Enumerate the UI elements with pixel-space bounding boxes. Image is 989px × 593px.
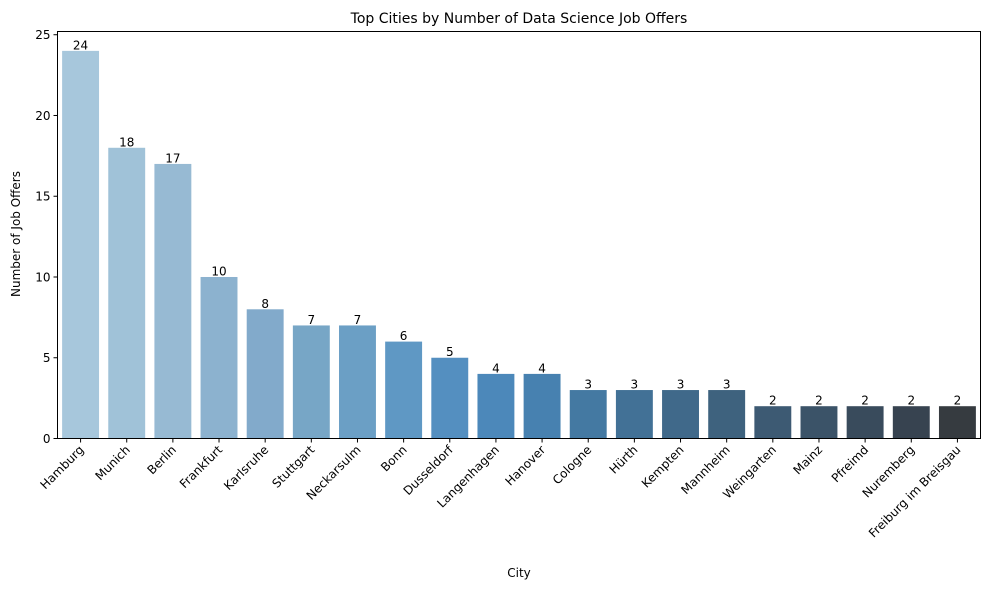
bar [292, 325, 330, 439]
bar-value-label: 3 [677, 378, 685, 392]
x-tick-label: Munich [92, 443, 132, 483]
bar-value-label: 6 [400, 329, 408, 343]
bar-value-label: 2 [954, 394, 962, 408]
bar [523, 373, 561, 439]
bar [708, 390, 746, 439]
bar [846, 406, 884, 439]
bar [662, 390, 699, 439]
bar [62, 50, 100, 439]
bar-value-label: 5 [446, 345, 454, 359]
y-tick-label: 25 [35, 28, 50, 42]
bar [154, 163, 192, 439]
bar [477, 373, 515, 439]
y-tick-label: 10 [35, 270, 50, 284]
bar [108, 147, 146, 439]
x-tick-label: Kempten [639, 443, 687, 491]
bar [569, 390, 607, 439]
chart-title: Top Cities by Number of Data Science Job… [350, 11, 688, 27]
x-tick-label: Hamburg [37, 443, 86, 492]
bar [200, 276, 238, 439]
x-axis-label: City [507, 566, 531, 580]
y-tick-label: 15 [35, 190, 50, 204]
bar-value-label: 2 [861, 394, 869, 408]
y-tick-label: 5 [43, 351, 51, 365]
x-tick-label: Frankfurt [177, 443, 226, 492]
bar [754, 406, 792, 439]
bar [938, 406, 976, 439]
bar-value-label: 2 [907, 394, 915, 408]
bar-value-label: 3 [584, 378, 592, 392]
bar [385, 341, 423, 439]
x-tick-label: Bonn [378, 443, 410, 475]
bar-value-label: 4 [492, 361, 500, 375]
y-tick-label: 20 [35, 109, 50, 123]
x-tick-label: Hürth [607, 443, 641, 477]
bar [800, 406, 838, 439]
bar [892, 406, 930, 439]
x-tick-label: Mainz [790, 443, 825, 478]
y-axis-label: Number of Job Offers [9, 171, 23, 297]
x-tick-label: Pfreimd [829, 443, 872, 486]
bar-value-label: 10 [211, 264, 226, 278]
x-tick-label: Stuttgart [269, 443, 317, 491]
bar-value-label: 17 [165, 151, 180, 165]
bar [615, 390, 653, 439]
bar-value-label: 7 [308, 313, 316, 327]
x-tick-label: Karlsruhe [221, 443, 271, 493]
x-tick-label: Hanover [502, 443, 548, 489]
bar-value-label: 2 [769, 394, 777, 408]
bar-value-label: 2 [815, 394, 823, 408]
axes-frame [57, 31, 981, 439]
bar [431, 357, 469, 439]
bar-value-label: 7 [354, 313, 362, 327]
x-tick-label: Berlin [144, 443, 179, 478]
bar-value-label: 18 [119, 135, 134, 149]
bar-value-label: 4 [538, 361, 546, 375]
x-tick-label: Cologne [550, 443, 595, 488]
bar-value-label: 8 [261, 297, 269, 311]
y-tick-label: 0 [43, 432, 51, 446]
x-tick-label: Freiburg im Breisgau [866, 443, 964, 541]
bar-value-label: 3 [723, 378, 731, 392]
bar [246, 309, 284, 439]
bar [339, 325, 376, 439]
bar-value-label: 24 [73, 38, 88, 52]
bar-value-label: 3 [631, 378, 639, 392]
